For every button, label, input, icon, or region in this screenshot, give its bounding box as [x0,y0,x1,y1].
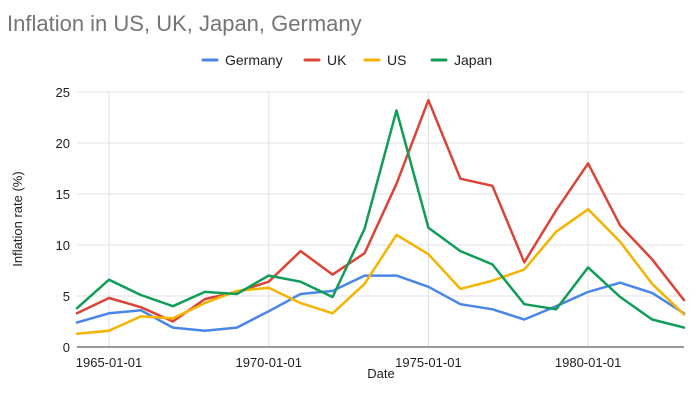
chart-title: Inflation in US, UK, Japan, Germany [7,11,362,36]
x-tick-label: 1965-01-01 [76,355,143,370]
legend-label: US [387,52,406,68]
series-line-japan [75,109,686,329]
y-tick-label: 5 [63,289,70,304]
x-tick-label: 1980-01-01 [555,355,622,370]
y-tick-label: 0 [63,340,70,355]
legend-label: UK [327,52,347,68]
series-lines [75,98,686,335]
y-tick-label: 10 [56,238,70,253]
x-axis-ticks: 1965-01-01 1970-01-01 1975-01-01 1980-01-01 [76,355,622,370]
series-line-us [75,208,686,335]
legend-item-us: US [363,52,406,68]
series-line-germany [75,274,686,332]
legend-item-germany: Germany [201,52,283,68]
y-tick-label: 20 [56,136,70,151]
legend: Germany UK US Japan [201,52,492,68]
x-axis-label: Date [367,366,394,381]
legend-label: Germany [225,52,283,68]
legend-item-uk: UK [303,52,347,68]
y-tick-label: 25 [56,85,70,100]
legend-label: Japan [454,52,492,68]
y-axis-ticks: 0 5 10 15 20 25 [56,85,70,355]
gridlines [77,91,684,348]
legend-item-japan: Japan [430,52,492,68]
y-axis-label: Inflation rate (%) [10,171,25,266]
x-tick-label: 1975-01-01 [395,355,462,370]
x-tick-label: 1970-01-01 [235,355,302,370]
y-tick-label: 15 [56,187,70,202]
series-line-uk [75,98,686,323]
